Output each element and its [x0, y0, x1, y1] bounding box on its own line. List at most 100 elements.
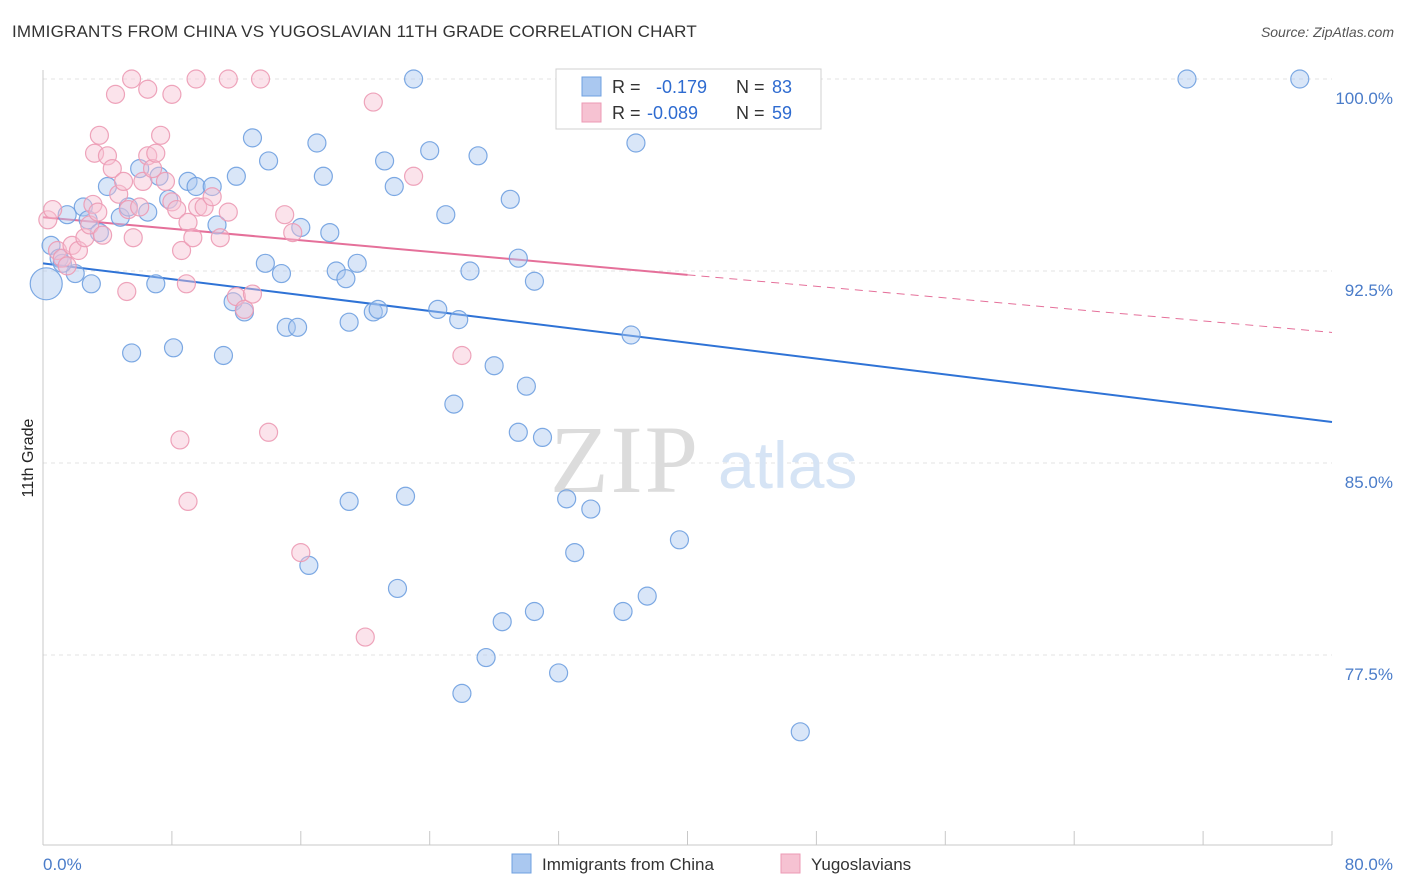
data-point — [626, 133, 646, 153]
data-point — [387, 578, 408, 599]
data-point — [142, 159, 163, 179]
data-point — [38, 210, 58, 230]
data-point — [1290, 69, 1310, 89]
data-point — [188, 197, 208, 217]
data-point — [218, 69, 238, 89]
data-point — [460, 261, 480, 281]
stats-r-label-yugoslavians: R = — [612, 103, 641, 123]
data-point — [170, 430, 190, 450]
data-point — [155, 171, 176, 191]
data-point — [176, 274, 197, 294]
data-point — [167, 199, 187, 220]
data-point — [291, 542, 311, 563]
y-tick-label: 92.5% — [1345, 281, 1393, 300]
grid-layer — [43, 78, 1332, 656]
data-point — [403, 166, 424, 186]
points-layer — [29, 69, 1310, 742]
data-point — [790, 722, 810, 742]
stats-n-label-china: N = — [736, 77, 765, 97]
data-point — [183, 228, 203, 248]
trend-layer — [42, 216, 1333, 424]
data-point — [436, 205, 456, 225]
data-point — [186, 69, 206, 89]
data-point — [250, 69, 271, 89]
data-point — [65, 263, 85, 284]
data-point — [271, 263, 292, 284]
data-point — [122, 343, 142, 363]
trend-line-yugoslavians-extension — [687, 274, 1333, 333]
legend-swatch-china — [511, 853, 532, 874]
data-point — [130, 197, 150, 217]
data-point — [313, 166, 333, 186]
data-point — [368, 299, 388, 319]
data-point — [207, 215, 227, 235]
data-point — [283, 223, 303, 243]
data-point — [508, 422, 528, 442]
ticks-layer: 100.0% 92.5% 85.0% 77.5% 0.0% 80.0% — [42, 89, 1393, 874]
bottom-legend: Immigrants from China Yugoslavians — [511, 853, 911, 874]
data-point — [637, 586, 657, 606]
data-point — [93, 225, 113, 245]
legend-label-china: Immigrants from China — [542, 855, 714, 874]
data-point — [109, 184, 129, 204]
data-point — [258, 422, 279, 442]
stats-n-value-china: 83 — [772, 77, 792, 97]
data-point — [581, 499, 601, 519]
data-point — [347, 253, 367, 273]
data-point — [194, 197, 214, 217]
data-point — [468, 146, 488, 166]
data-point — [226, 166, 246, 186]
data-point — [452, 345, 472, 366]
data-point — [1177, 69, 1197, 89]
data-point — [202, 187, 222, 207]
data-point — [287, 317, 308, 337]
y-tick-label: 85.0% — [1345, 473, 1393, 492]
data-point — [275, 205, 295, 225]
data-point — [374, 151, 395, 171]
data-point — [307, 133, 327, 153]
data-point — [146, 274, 166, 294]
stats-n-label-yugoslavians: N = — [736, 103, 765, 123]
data-point — [258, 151, 279, 171]
data-point — [557, 489, 577, 509]
trend-line-china — [42, 262, 1333, 424]
stats-swatch-yugoslavians — [581, 102, 602, 123]
data-point — [484, 356, 504, 376]
data-point — [500, 189, 520, 209]
data-point — [524, 601, 545, 622]
data-point — [339, 491, 359, 511]
data-point — [162, 84, 182, 104]
data-point — [613, 601, 633, 622]
watermark: ZIP atlas — [550, 406, 857, 513]
data-point — [532, 427, 553, 447]
data-point — [138, 79, 158, 99]
watermark-atlas: atlas — [718, 428, 857, 502]
data-point — [57, 205, 77, 225]
data-point — [118, 199, 138, 220]
data-point — [428, 299, 448, 319]
stats-swatch-china — [581, 76, 602, 97]
data-point — [516, 376, 536, 396]
data-point — [492, 612, 512, 632]
legend-swatch-yugoslavians — [780, 853, 801, 874]
data-point — [117, 281, 137, 302]
data-point — [621, 325, 641, 345]
x-tick-label: 0.0% — [43, 855, 82, 874]
stats-r-value-china: -0.179 — [656, 77, 707, 97]
data-point — [133, 171, 153, 191]
data-point — [89, 223, 109, 243]
data-point — [88, 202, 108, 222]
series-china-points — [29, 69, 1310, 742]
x-tick-label: 80.0% — [1345, 855, 1393, 874]
data-point — [105, 84, 126, 104]
data-point — [242, 128, 263, 148]
data-point — [43, 199, 63, 220]
data-point — [276, 317, 296, 337]
data-point — [452, 683, 472, 704]
data-point — [210, 228, 230, 248]
data-point — [57, 256, 77, 276]
data-point — [395, 486, 416, 506]
data-point — [178, 491, 198, 511]
data-point — [508, 248, 528, 268]
